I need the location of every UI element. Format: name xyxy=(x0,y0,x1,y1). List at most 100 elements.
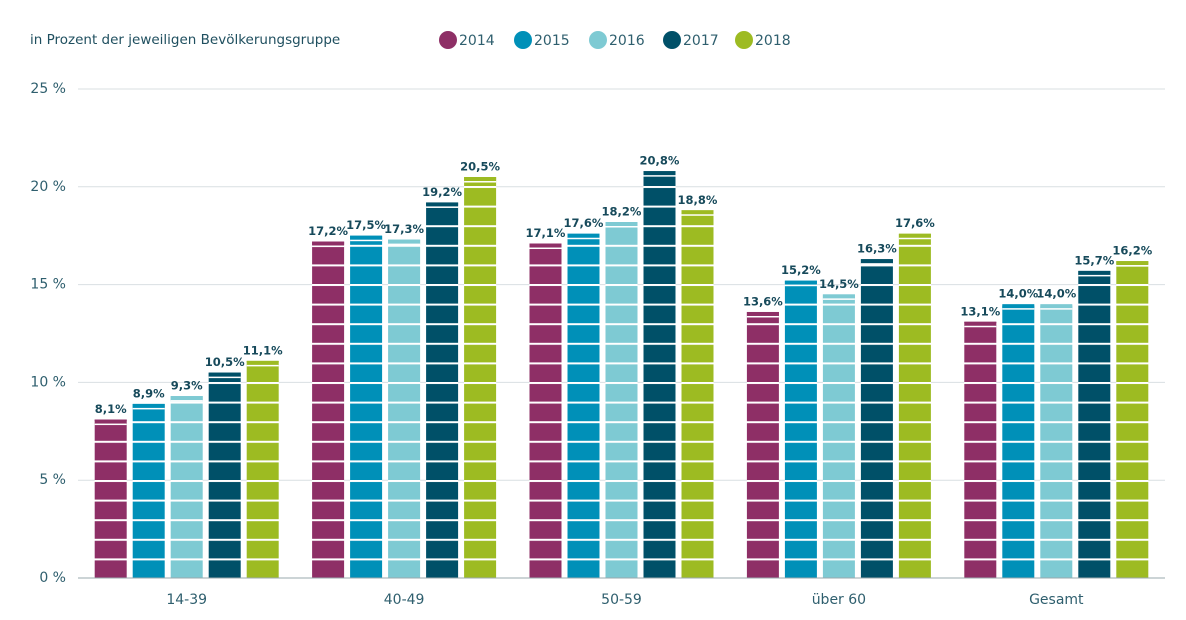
y-tick-label: 10 % xyxy=(30,374,66,390)
legend-swatch xyxy=(514,31,532,49)
value-label: 14,0% xyxy=(998,287,1038,301)
legend-label: 2017 xyxy=(683,33,719,49)
bar xyxy=(312,241,345,578)
bar-cap xyxy=(529,243,562,248)
bar-cap xyxy=(170,396,203,401)
bar-cap-gap xyxy=(1116,265,1149,267)
bar-cap-gap xyxy=(246,364,279,367)
chart-subtitle: in Prozent der jeweiligen Bevölkerungsgr… xyxy=(30,32,340,48)
bar-cap-gap xyxy=(426,206,459,208)
y-tick-label: 5 % xyxy=(39,472,66,488)
bar-cap xyxy=(350,235,383,240)
bar xyxy=(1116,261,1149,578)
y-tick-label: 25 % xyxy=(30,81,66,97)
value-label: 15,2% xyxy=(781,263,821,277)
value-label: 14,0% xyxy=(1036,287,1076,301)
value-label: 17,3% xyxy=(384,222,424,236)
legend-swatch xyxy=(589,31,607,49)
bar xyxy=(567,233,600,578)
x-tick-label: 40-49 xyxy=(384,592,425,608)
bar-cap-gap xyxy=(860,263,893,265)
bar-cap xyxy=(464,177,497,182)
bar xyxy=(132,403,165,578)
bar xyxy=(1002,304,1035,578)
bar-cap xyxy=(426,202,459,207)
bar-cap xyxy=(312,241,345,246)
bar-cap-gap xyxy=(132,407,165,410)
legend-label: 2015 xyxy=(534,33,570,49)
bar xyxy=(605,222,638,578)
bar xyxy=(246,360,279,578)
bar xyxy=(643,171,676,579)
bar xyxy=(746,311,779,578)
bar-cap-gap xyxy=(964,325,997,328)
value-label: 13,6% xyxy=(743,294,783,308)
x-tick-label: über 60 xyxy=(812,592,866,608)
bar-cap-gap xyxy=(208,376,241,379)
value-label: 16,3% xyxy=(857,242,897,256)
value-label: 17,1% xyxy=(526,226,566,240)
value-label: 9,3% xyxy=(171,379,203,393)
bar-cap-gap xyxy=(170,400,203,402)
bar-cap xyxy=(246,360,279,365)
value-label: 10,5% xyxy=(205,355,245,369)
bar-cap xyxy=(746,311,779,316)
bar-cap-gap xyxy=(784,284,817,287)
value-label: 8,9% xyxy=(133,386,165,400)
bar-cap-gap xyxy=(312,245,345,248)
value-label: 16,2% xyxy=(1112,244,1152,258)
bar xyxy=(1078,270,1111,578)
bar-cap xyxy=(388,239,421,244)
bar-cap xyxy=(822,294,855,299)
value-label: 15,7% xyxy=(1074,253,1114,267)
value-label: 17,6% xyxy=(564,216,604,230)
bar-cap-gap xyxy=(529,247,562,250)
bar xyxy=(208,372,241,578)
value-label: 13,1% xyxy=(960,304,1000,318)
bar-cap xyxy=(964,321,997,326)
bar-cap-gap xyxy=(681,214,714,216)
value-label: 8,1% xyxy=(95,402,127,416)
y-tick-label: 20 % xyxy=(30,179,66,195)
value-label: 17,2% xyxy=(308,224,348,238)
bar xyxy=(1040,304,1073,578)
bar-cap-gap xyxy=(350,239,383,242)
bar-cap xyxy=(643,171,676,176)
bar-cap-gap xyxy=(643,175,676,177)
bar xyxy=(350,235,383,578)
x-tick-label: 50-59 xyxy=(601,592,642,608)
bar-cap-gap xyxy=(1040,308,1073,310)
bar xyxy=(860,259,893,578)
value-label: 20,5% xyxy=(460,160,500,174)
bar xyxy=(822,294,855,578)
bar xyxy=(388,239,421,578)
bar-cap-gap xyxy=(464,181,497,183)
bar xyxy=(94,419,127,578)
bar xyxy=(681,210,714,578)
bar-cap xyxy=(208,372,241,377)
legend-swatch xyxy=(735,31,753,49)
bar xyxy=(964,321,997,578)
bar-cap-gap xyxy=(746,315,779,318)
bar-cap xyxy=(1040,304,1073,309)
bar-cap xyxy=(132,403,165,408)
value-label: 18,2% xyxy=(602,205,642,219)
x-tick-label: 14-39 xyxy=(166,592,207,608)
bar-cap-gap xyxy=(605,226,638,228)
bar xyxy=(464,177,497,578)
legend-swatch xyxy=(439,31,457,49)
bar-cap-gap xyxy=(388,243,421,246)
bar-cap xyxy=(1116,261,1149,266)
value-label: 19,2% xyxy=(422,185,462,199)
bar-cap-gap xyxy=(1078,274,1111,277)
bar-cap xyxy=(1078,270,1111,275)
legend-label: 2018 xyxy=(755,33,791,49)
legend-label: 2016 xyxy=(609,33,645,49)
y-tick-label: 0 % xyxy=(39,570,66,586)
bar-cap xyxy=(1002,304,1035,309)
value-label: 17,6% xyxy=(895,216,935,230)
x-tick-label: Gesamt xyxy=(1029,592,1084,608)
bar-cap xyxy=(681,210,714,215)
bar-cap-gap xyxy=(1002,308,1035,310)
